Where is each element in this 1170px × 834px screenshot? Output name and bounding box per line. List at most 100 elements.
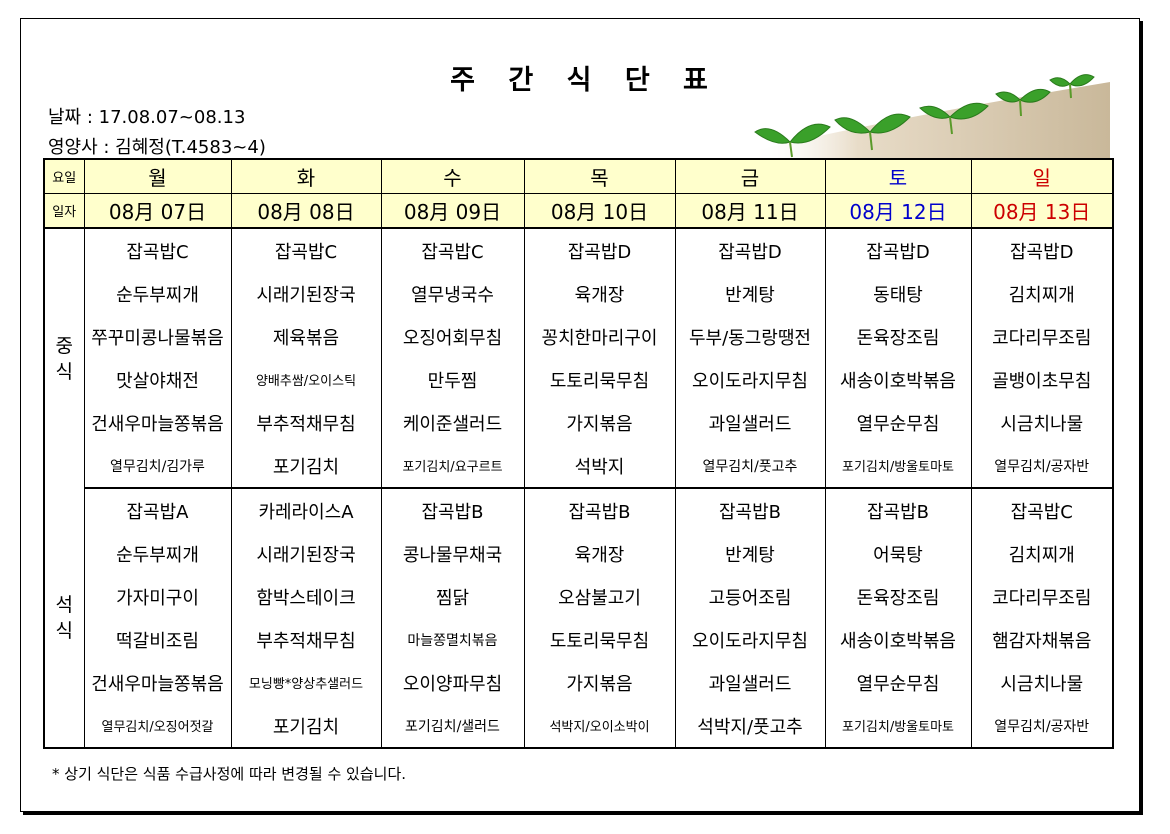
menu-cell: 어묵탕 (824, 532, 972, 575)
menu-cell: 오이도라지무침 (674, 358, 826, 401)
dinner-row: 열무김치/오징어젓갈 포기김치 포기김치/샐러드 석박지/오이소박이 석박지/풋… (44, 704, 1114, 748)
day-tue: 화 (230, 159, 382, 194)
footnote: * 상기 식단은 식품 수급사정에 따라 변경될 수 있습니다. (52, 765, 407, 783)
menu-cell: 포기김치/방울토마토 (824, 444, 972, 489)
menu-cell: 떡갈비조림 (83, 618, 232, 661)
menu-cell: 석박지/오이소박이 (523, 704, 676, 748)
menu-cell: 잡곡밥B (824, 488, 972, 532)
day-mon: 월 (83, 159, 232, 194)
lunch-row: 순두부찌개 시래기된장국 열무냉국수 육개장 반계탕 동태탕 김치찌개 (44, 272, 1114, 315)
menu-cell: 순두부찌개 (83, 532, 232, 575)
date-mon: 08月 07日 (83, 193, 232, 229)
menu-cell: 시금치나물 (970, 661, 1114, 704)
menu-cell: 동태탕 (824, 272, 972, 315)
menu-cell: 부추적채무침 (230, 401, 382, 444)
menu-cell: 포기김치/방울토마토 (824, 704, 972, 748)
menu-cell: 건새우마늘쫑볶음 (83, 401, 232, 444)
menu-cell: 잡곡밥B (380, 488, 525, 532)
menu-cell: 잡곡밥A (83, 488, 232, 532)
menu-cell: 과일샐러드 (674, 401, 826, 444)
menu-cell: 가지볶음 (523, 661, 676, 704)
dinner-row: 떡갈비조림 부추적채무침 마늘쫑멸치볶음 도토리묵무침 오이도라지무침 새송이호… (44, 618, 1114, 661)
day-label: 요일 (43, 159, 85, 194)
day-fri: 금 (674, 159, 826, 194)
menu-cell: 반계탕 (674, 532, 826, 575)
day-sat: 토 (824, 159, 972, 194)
menu-cell: 쭈꾸미콩나물볶음 (83, 315, 232, 358)
menu-cell: 열무순무침 (824, 661, 972, 704)
menu-cell: 시래기된장국 (230, 532, 382, 575)
menu-cell: 순두부찌개 (83, 272, 232, 315)
date-sun: 08月 13日 (970, 193, 1114, 229)
menu-cell: 오징어회무침 (380, 315, 525, 358)
menu-cell: 잡곡밥B (674, 488, 826, 532)
menu-cell: 잡곡밥D (824, 228, 972, 272)
day-wed: 수 (380, 159, 525, 194)
menu-cell: 잡곡밥D (674, 228, 826, 272)
menu-cell: 새송이호박볶음 (824, 618, 972, 661)
menu-cell: 가지볶음 (523, 401, 676, 444)
menu-cell: 두부/동그랑땡전 (674, 315, 826, 358)
date-sat: 08月 12日 (824, 193, 972, 229)
menu-cell: 육개장 (523, 272, 676, 315)
menu-cell: 포기김치/샐러드 (380, 704, 525, 748)
menu-cell: 마늘쫑멸치볶음 (380, 618, 525, 661)
day-sun: 일 (970, 159, 1114, 194)
menu-cell: 포기김치 (230, 444, 382, 489)
day-thu: 목 (523, 159, 676, 194)
menu-cell: 돈육장조림 (824, 315, 972, 358)
menu-cell: 포기김치/요구르트 (380, 444, 525, 489)
menu-cell: 석박지/풋고추 (674, 704, 826, 748)
menu-cell: 꽁치한마리구이 (523, 315, 676, 358)
menu-cell: 잡곡밥C (380, 228, 525, 272)
menu-cell: 찜닭 (380, 575, 525, 618)
sprout-illustration (750, 74, 1110, 160)
menu-cell: 콩나물무채국 (380, 532, 525, 575)
lunch-row: 쭈꾸미콩나물볶음 제육볶음 오징어회무침 꽁치한마리구이 두부/동그랑땡전 돈육… (44, 315, 1114, 358)
dinner-row: 가자미구이 함박스테이크 찜닭 오삼불고기 고등어조림 돈육장조림 코다리무조림 (44, 575, 1114, 618)
date-wed: 08月 09日 (380, 193, 525, 229)
date-tue: 08月 08日 (230, 193, 382, 229)
menu-cell: 잡곡밥D (523, 228, 676, 272)
date-thu: 08月 10日 (523, 193, 676, 229)
menu-cell: 오이양파무침 (380, 661, 525, 704)
dinner-row: 건새우마늘쫑볶음 모닝빵*양상추샐러드 오이양파무침 가지볶음 과일샐러드 열무… (44, 661, 1114, 704)
menu-cell: 양배추쌈/오이스틱 (230, 358, 382, 401)
menu-cell: 골뱅이초무침 (970, 358, 1114, 401)
menu-cell: 반계탕 (674, 272, 826, 315)
menu-cell: 열무김치/풋고추 (674, 444, 826, 489)
menu-cell: 오삼불고기 (523, 575, 676, 618)
lunch-row: 건새우마늘쫑볶음 부추적채무침 케이준샐러드 가지볶음 과일샐러드 열무순무침 … (44, 401, 1114, 444)
menu-cell: 코다리무조림 (970, 575, 1114, 618)
dinner-row: 순두부찌개 시래기된장국 콩나물무채국 육개장 반계탕 어묵탕 김치찌개 (44, 532, 1114, 575)
menu-cell: 만두찜 (380, 358, 525, 401)
menu-cell: 도토리묵무침 (523, 618, 676, 661)
menu-cell: 코다리무조림 (970, 315, 1114, 358)
menu-cell: 열무김치/공자반 (970, 704, 1114, 748)
date-label: 일자 (43, 193, 85, 229)
menu-cell: 가자미구이 (83, 575, 232, 618)
weekly-menu-table: 요일 월 화 수 목 금 토 일 일자 08月 07日 08月 08日 08月 … (43, 158, 1114, 749)
menu-cell: 시래기된장국 (230, 272, 382, 315)
menu-cell: 열무냉국수 (380, 272, 525, 315)
menu-cell: 돈육장조림 (824, 575, 972, 618)
menu-cell: 열무순무침 (824, 401, 972, 444)
menu-cell: 카레라이스A (230, 488, 382, 532)
menu-cell: 육개장 (523, 532, 676, 575)
menu-cell: 새송이호박볶음 (824, 358, 972, 401)
menu-cell: 오이도라지무침 (674, 618, 826, 661)
menu-cell: 햄감자채볶음 (970, 618, 1114, 661)
menu-cell: 제육볶음 (230, 315, 382, 358)
menu-cell: 잡곡밥B (523, 488, 676, 532)
date-range: 날짜 : 17.08.07~08.13 (48, 107, 246, 128)
page-title: 주 간 식 단 표 (450, 65, 720, 96)
menu-cell: 열무김치/공자반 (970, 444, 1114, 489)
menu-cell: 모닝빵*양상추샐러드 (230, 661, 382, 704)
menu-cell: 잡곡밥C (230, 228, 382, 272)
menu-cell: 포기김치 (230, 704, 382, 748)
menu-cell: 맛살야채전 (83, 358, 232, 401)
